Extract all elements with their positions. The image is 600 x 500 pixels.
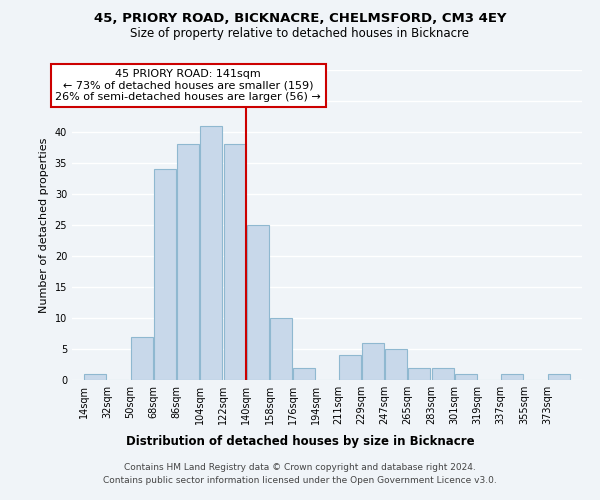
Bar [177,144,199,380]
Bar [154,169,176,380]
Bar [409,368,430,380]
Bar [455,374,477,380]
Bar [131,336,152,380]
Bar [548,374,570,380]
Bar [431,368,454,380]
Text: Contains HM Land Registry data © Crown copyright and database right 2024.
Contai: Contains HM Land Registry data © Crown c… [103,464,497,485]
Text: 45 PRIORY ROAD: 141sqm
← 73% of detached houses are smaller (159)
26% of semi-de: 45 PRIORY ROAD: 141sqm ← 73% of detached… [55,69,321,102]
Text: Size of property relative to detached houses in Bicknacre: Size of property relative to detached ho… [131,28,470,40]
Bar [385,349,407,380]
Bar [84,374,106,380]
Bar [270,318,292,380]
Bar [293,368,316,380]
Bar [502,374,523,380]
Bar [338,355,361,380]
Bar [247,225,269,380]
Bar [362,343,384,380]
Bar [200,126,223,380]
Text: 45, PRIORY ROAD, BICKNACRE, CHELMSFORD, CM3 4EY: 45, PRIORY ROAD, BICKNACRE, CHELMSFORD, … [94,12,506,26]
Bar [224,144,245,380]
Text: Distribution of detached houses by size in Bicknacre: Distribution of detached houses by size … [125,435,475,448]
Y-axis label: Number of detached properties: Number of detached properties [39,138,49,312]
